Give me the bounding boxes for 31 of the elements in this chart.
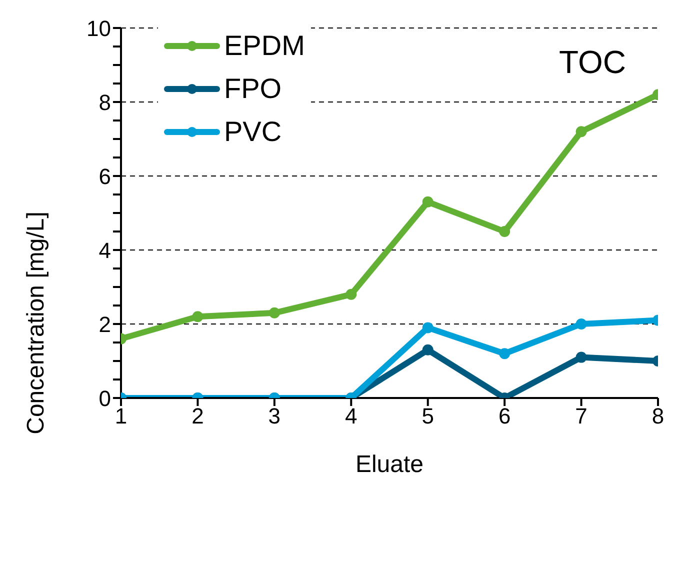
x-tick-label: 6 xyxy=(498,404,511,429)
x-tick-label: 1 xyxy=(114,404,128,429)
point xyxy=(499,226,510,237)
point xyxy=(422,322,434,334)
point xyxy=(576,126,587,138)
x-axis-title: Eluate xyxy=(355,451,424,478)
y-tick-label: 4 xyxy=(98,238,111,263)
point xyxy=(192,311,204,322)
y-tick-label: 2 xyxy=(98,312,111,337)
point xyxy=(499,348,510,360)
x-tick-label: 2 xyxy=(192,404,204,429)
text: TOC xyxy=(559,44,626,81)
point xyxy=(576,352,587,363)
y-axis-title: Concentration [mg/L] xyxy=(22,212,50,434)
x-tick-label: 7 xyxy=(575,404,588,429)
y-tick-label: 0 xyxy=(98,386,111,411)
y-tick-label: 10 xyxy=(86,16,111,41)
legend-label: EPDM xyxy=(224,30,305,62)
x-tick-label: 8 xyxy=(652,404,664,429)
point xyxy=(268,307,280,318)
point xyxy=(346,288,357,300)
y-tick-label: 6 xyxy=(98,164,111,189)
legend-label: PVC xyxy=(224,116,282,148)
y-tick-label: 8 xyxy=(98,90,111,115)
x-tick-label: 4 xyxy=(345,404,358,429)
x-tick-label: 5 xyxy=(422,404,434,429)
point xyxy=(422,196,434,208)
legend-label: FPO xyxy=(224,72,282,104)
point xyxy=(576,318,587,330)
x-tick-label: 3 xyxy=(268,404,281,429)
point xyxy=(422,344,434,356)
